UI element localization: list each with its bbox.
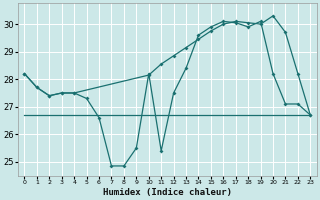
X-axis label: Humidex (Indice chaleur): Humidex (Indice chaleur) [103,188,232,197]
